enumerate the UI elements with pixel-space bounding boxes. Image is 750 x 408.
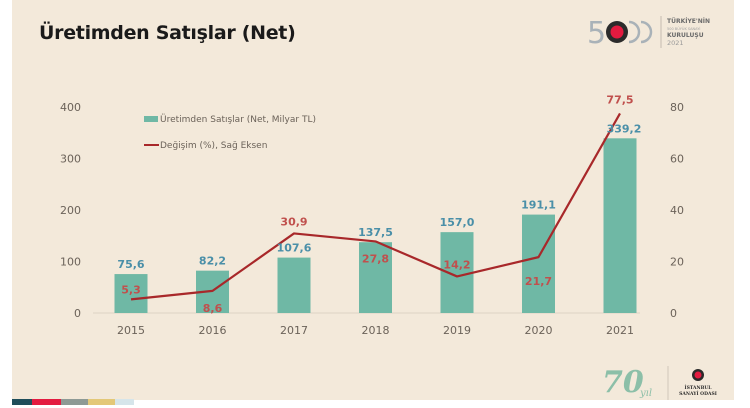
left-axis-tick-label: 0: [74, 307, 81, 320]
line-data-label: 5,3: [121, 283, 141, 296]
bar-data-label: 339,2: [607, 122, 642, 135]
logo-yil: yıl: [639, 388, 652, 399]
logo-zero-arc: [628, 20, 641, 44]
iso-text-line1: İSTANBUL: [685, 384, 713, 391]
line-data-label: 14,2: [443, 258, 470, 271]
x-axis-tick-label: 2016: [199, 324, 227, 337]
bar-data-label: 191,1: [521, 199, 556, 212]
legend-label-line: Değişim (%), Sağ Eksen: [160, 141, 267, 151]
line-series: [130, 112, 621, 301]
bar-data-label: 137,5: [358, 226, 393, 239]
turkiye-500-logo: 5 TÜRKİYE'NİN 500 BÜYÜK SANAYİ KURULUŞU …: [587, 16, 710, 51]
right-axis-tick-label: 40: [670, 204, 684, 217]
logo-text-line1: TÜRKİYE'NİN: [667, 18, 710, 25]
bar-data-label: 157,0: [440, 216, 475, 229]
bar: [277, 257, 311, 313]
x-axis-tick-label: 2017: [280, 324, 308, 337]
right-axis-tick-label: 20: [670, 256, 684, 269]
bar-data-label: 75,6: [117, 258, 144, 271]
bar-data-label: 107,6: [277, 242, 312, 255]
bar-data-label: 82,2: [199, 255, 226, 268]
logo-zero-arc-2: [640, 20, 653, 44]
right-axis-tick-label: 0: [670, 307, 677, 320]
bar: [603, 138, 637, 313]
left-axis-tick-label: 100: [60, 256, 81, 269]
bar: [522, 214, 555, 313]
iso-70-logo: 70 yıl İSTANBUL SANAYİ ODASI: [602, 365, 717, 400]
footer-stripe-segment: [12, 399, 32, 405]
right-axis: 0 20 40 60 80: [670, 101, 684, 320]
x-axis-tick-label: 2018: [362, 324, 390, 337]
x-axis-tick-label: 2020: [525, 324, 553, 337]
legend-swatch-bars: [144, 116, 158, 122]
right-axis-tick-label: 80: [670, 101, 684, 114]
legend-label-bars: Üretimden Satışlar (Net, Milyar TL): [160, 114, 316, 125]
left-axis: 0 100 200 300 400: [60, 101, 81, 320]
left-axis-tick-label: 400: [60, 101, 81, 114]
logo-500-digit: 5: [587, 16, 606, 51]
iso-text-line2: SANAYİ ODASI: [679, 390, 717, 397]
page-title: Üretimden Satışlar (Net): [39, 22, 296, 44]
line-data-label: 30,9: [280, 215, 307, 228]
footer-stripe-segment: [32, 399, 61, 405]
line-data-label: 27,8: [362, 252, 389, 265]
legend: Üretimden Satışlar (Net, Milyar TL) Deği…: [144, 114, 316, 151]
bar-series: [114, 138, 637, 313]
bar: [359, 242, 392, 313]
line-data-labels: 5,3 8,6 30,9 27,8 14,2 21,7 77,5: [121, 93, 633, 314]
line-data-label: 77,5: [606, 93, 633, 106]
left-axis-tick-label: 200: [60, 204, 81, 217]
logo-text-line3: KURULUŞU: [667, 32, 704, 39]
footer-stripe-segment: [88, 399, 115, 405]
x-axis-tick-label: 2021: [606, 324, 634, 337]
line-data-label: 8,6: [203, 302, 223, 315]
logo-text-line2: 500 BÜYÜK SANAYİ: [667, 26, 700, 31]
gear-center-icon: [610, 25, 624, 39]
bar: [114, 274, 148, 313]
line-data-label: 21,7: [525, 275, 552, 288]
footer-stripe-segment: [61, 399, 88, 405]
x-axis-tick-label: 2015: [117, 324, 145, 337]
x-axis-tick-label: 2019: [443, 324, 471, 337]
logo-70: 70: [602, 365, 644, 400]
footer-stripe-segment: [115, 399, 134, 405]
right-axis-tick-label: 60: [670, 153, 684, 166]
left-axis-tick-label: 300: [60, 153, 81, 166]
bar-data-labels: 75,6 82,2 107,6 137,5 157,0 191,1 339,2: [117, 122, 641, 271]
logo-year: 2021: [667, 39, 684, 47]
x-axis: 2015 2016 2017 2018 2019 2020 2021: [117, 324, 634, 337]
iso-gear-center-icon: [694, 371, 702, 379]
